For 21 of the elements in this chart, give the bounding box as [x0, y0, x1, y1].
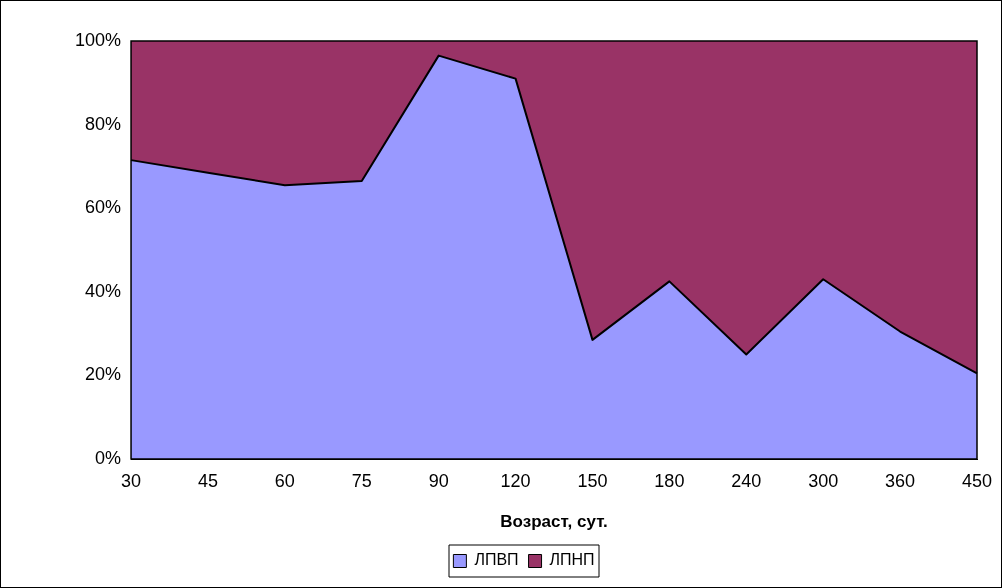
legend-label: ЛПНП [549, 551, 595, 569]
y-tick-label: 0% [95, 447, 122, 468]
y-tick-label: 80% [85, 113, 122, 134]
x-tick-label: 450 [961, 470, 993, 491]
x-tick-label: 120 [500, 470, 531, 491]
x-tick-label: 90 [428, 470, 449, 491]
y-tick-label: 40% [85, 280, 122, 301]
x-tick-label: 45 [197, 470, 218, 491]
x-tick-label: 180 [654, 470, 685, 491]
x-tick-label: 300 [808, 470, 839, 491]
x-tick-label: 240 [731, 470, 762, 491]
x-tick-label: 75 [351, 470, 372, 491]
y-tick-label: 100% [74, 29, 122, 50]
legend-label: ЛПВП [474, 551, 519, 569]
y-tick-label: 20% [85, 364, 122, 385]
x-tick-label: 150 [577, 470, 608, 491]
x-axis-title: Возраст, сут. [500, 512, 608, 532]
y-tick-label: 60% [85, 197, 122, 218]
x-tick-label: 30 [121, 470, 142, 491]
x-tick-label: 60 [274, 470, 295, 491]
x-tick-label: 360 [885, 470, 916, 491]
